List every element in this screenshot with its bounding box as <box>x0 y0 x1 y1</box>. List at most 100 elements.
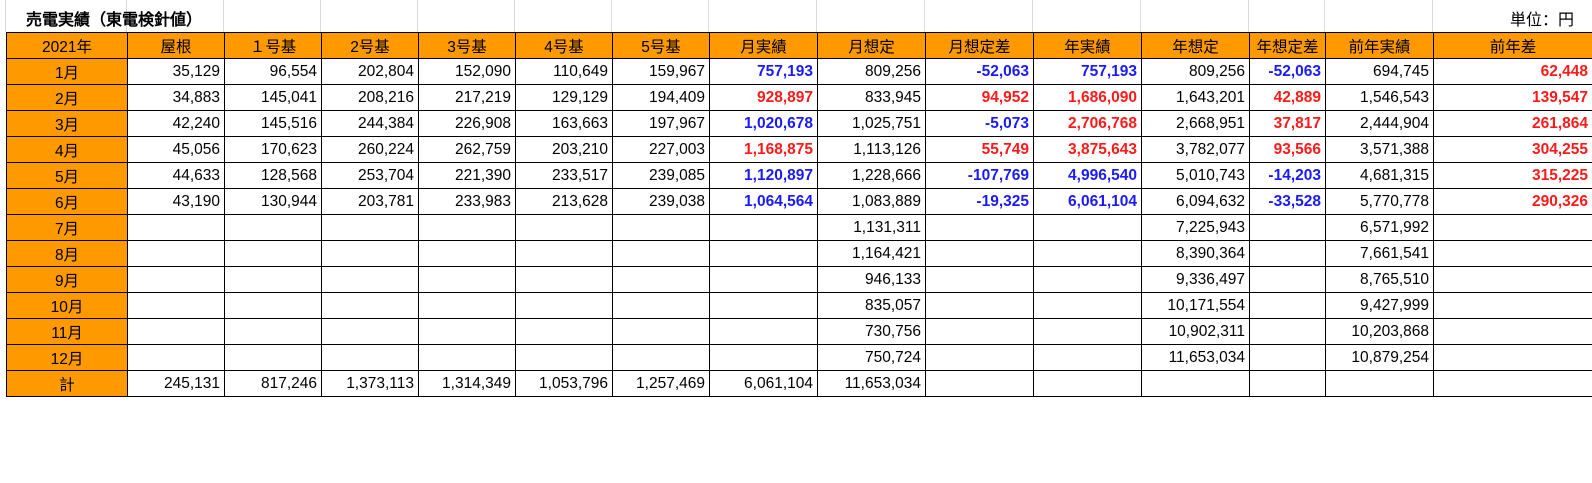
table-cell[interactable]: 4,996,540 <box>1033 162 1142 189</box>
table-cell[interactable]: 170,623 <box>224 136 322 163</box>
table-cell[interactable] <box>709 266 818 293</box>
table-cell[interactable]: 1,113,126 <box>817 136 926 163</box>
table-cell[interactable]: 217,219 <box>418 84 516 111</box>
table-cell[interactable] <box>418 266 516 293</box>
table-cell[interactable]: 227,003 <box>612 136 710 163</box>
table-cell[interactable] <box>515 240 613 267</box>
table-cell[interactable]: 1,083,889 <box>817 188 926 215</box>
table-cell[interactable]: 817,246 <box>224 370 322 397</box>
table-cell[interactable]: 194,409 <box>612 84 710 111</box>
table-cell[interactable]: 1,131,311 <box>817 214 926 241</box>
table-cell[interactable]: 10,879,254 <box>1325 344 1434 371</box>
table-cell[interactable]: 2,444,904 <box>1325 110 1434 137</box>
row-label[interactable]: 12月 <box>6 344 128 371</box>
table-cell[interactable]: 1,686,090 <box>1033 84 1142 111</box>
row-label[interactable]: 10月 <box>6 292 128 319</box>
column-header[interactable]: 2号基 <box>321 32 419 59</box>
table-cell[interactable]: 809,256 <box>1141 58 1250 85</box>
table-cell[interactable] <box>1249 344 1326 371</box>
table-cell[interactable]: 96,554 <box>224 58 322 85</box>
table-cell[interactable] <box>1249 266 1326 293</box>
table-cell[interactable]: 35,129 <box>127 58 225 85</box>
table-cell[interactable]: 1,643,201 <box>1141 84 1250 111</box>
table-cell[interactable] <box>612 214 710 241</box>
table-cell[interactable] <box>1033 214 1142 241</box>
table-cell[interactable]: 750,724 <box>817 344 926 371</box>
table-cell[interactable]: 159,967 <box>612 58 710 85</box>
table-cell[interactable] <box>224 292 322 319</box>
column-header[interactable]: 4号基 <box>515 32 613 59</box>
table-cell[interactable]: 3,875,643 <box>1033 136 1142 163</box>
table-cell[interactable] <box>612 318 710 345</box>
table-cell[interactable]: 226,908 <box>418 110 516 137</box>
table-cell[interactable]: -19,325 <box>925 188 1034 215</box>
table-cell[interactable]: 128,568 <box>224 162 322 189</box>
table-cell[interactable]: 5,010,743 <box>1141 162 1250 189</box>
table-cell[interactable]: -52,063 <box>925 58 1034 85</box>
table-cell[interactable] <box>1433 370 1592 397</box>
table-cell[interactable]: 304,255 <box>1433 136 1592 163</box>
table-cell[interactable]: 203,210 <box>515 136 613 163</box>
table-cell[interactable] <box>321 214 419 241</box>
table-cell[interactable] <box>321 344 419 371</box>
table-cell[interactable]: 7,661,541 <box>1325 240 1434 267</box>
table-cell[interactable] <box>1433 240 1592 267</box>
table-cell[interactable]: 62,448 <box>1433 58 1592 85</box>
table-cell[interactable]: 45,056 <box>127 136 225 163</box>
table-cell[interactable]: 139,547 <box>1433 84 1592 111</box>
table-cell[interactable] <box>127 214 225 241</box>
row-label[interactable]: 7月 <box>6 214 128 241</box>
table-cell[interactable]: 3,571,388 <box>1325 136 1434 163</box>
column-header[interactable]: 年実績 <box>1033 32 1142 59</box>
table-cell[interactable]: 129,129 <box>515 84 613 111</box>
table-cell[interactable]: 93,566 <box>1249 136 1326 163</box>
table-cell[interactable]: 1,053,796 <box>515 370 613 397</box>
column-header[interactable]: 2021年 <box>6 32 128 59</box>
table-cell[interactable]: 10,902,311 <box>1141 318 1250 345</box>
table-cell[interactable]: 245,131 <box>127 370 225 397</box>
row-label[interactable]: 1月 <box>6 58 128 85</box>
column-header[interactable]: 屋根 <box>127 32 225 59</box>
table-cell[interactable]: 43,190 <box>127 188 225 215</box>
row-label[interactable]: 3月 <box>6 110 128 137</box>
column-header[interactable]: １号基 <box>224 32 322 59</box>
table-cell[interactable]: 3,782,077 <box>1141 136 1250 163</box>
table-cell[interactable] <box>127 266 225 293</box>
table-cell[interactable]: 10,203,868 <box>1325 318 1434 345</box>
table-cell[interactable] <box>1141 370 1250 397</box>
table-cell[interactable]: 244,384 <box>321 110 419 137</box>
table-cell[interactable]: 315,225 <box>1433 162 1592 189</box>
table-cell[interactable] <box>1249 214 1326 241</box>
table-cell[interactable]: 1,228,666 <box>817 162 926 189</box>
table-cell[interactable] <box>224 344 322 371</box>
table-cell[interactable]: 1,373,113 <box>321 370 419 397</box>
table-cell[interactable] <box>1249 292 1326 319</box>
table-cell[interactable]: 94,952 <box>925 84 1034 111</box>
table-cell[interactable]: 1,168,875 <box>709 136 818 163</box>
table-cell[interactable]: 261,864 <box>1433 110 1592 137</box>
table-cell[interactable] <box>1433 292 1592 319</box>
table-cell[interactable]: 6,571,992 <box>1325 214 1434 241</box>
table-cell[interactable] <box>1249 370 1326 397</box>
table-cell[interactable]: 11,653,034 <box>817 370 926 397</box>
table-cell[interactable] <box>515 344 613 371</box>
row-label[interactable]: 2月 <box>6 84 128 111</box>
table-cell[interactable]: 55,749 <box>925 136 1034 163</box>
table-cell[interactable]: 6,061,104 <box>709 370 818 397</box>
table-cell[interactable] <box>321 240 419 267</box>
table-cell[interactable]: 6,061,104 <box>1033 188 1142 215</box>
table-cell[interactable] <box>925 292 1034 319</box>
table-cell[interactable]: 145,516 <box>224 110 322 137</box>
table-cell[interactable]: 7,225,943 <box>1141 214 1250 241</box>
table-cell[interactable] <box>925 240 1034 267</box>
table-cell[interactable]: 11,653,034 <box>1141 344 1250 371</box>
table-cell[interactable] <box>1249 240 1326 267</box>
table-cell[interactable]: 44,633 <box>127 162 225 189</box>
table-cell[interactable]: 253,704 <box>321 162 419 189</box>
table-cell[interactable]: 2,668,951 <box>1141 110 1250 137</box>
column-header[interactable]: 3号基 <box>418 32 516 59</box>
table-cell[interactable]: 757,193 <box>1033 58 1142 85</box>
table-cell[interactable]: 239,085 <box>612 162 710 189</box>
table-cell[interactable]: 5,770,778 <box>1325 188 1434 215</box>
table-cell[interactable] <box>1325 370 1434 397</box>
